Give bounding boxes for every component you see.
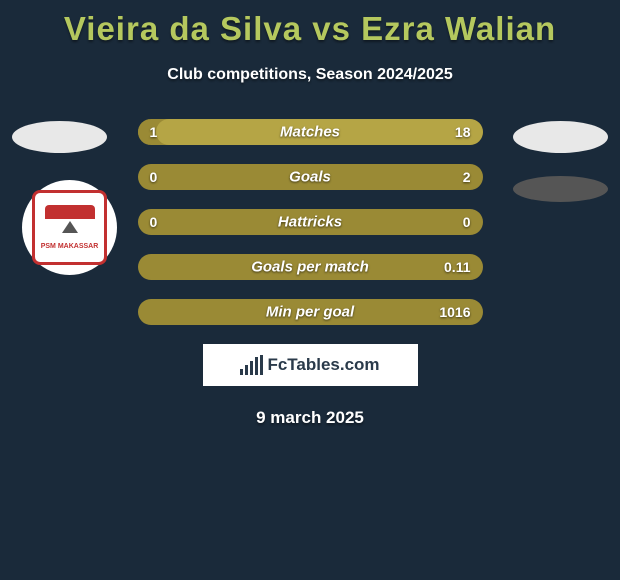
stat-row: 1 18 Matches xyxy=(0,119,620,145)
stat-label: Matches xyxy=(280,124,340,141)
stat-row: 1016 Min per goal xyxy=(0,299,620,325)
stat-label: Goals xyxy=(289,169,331,186)
stat-value-right: 1016 xyxy=(439,304,470,320)
stat-label: Goals per match xyxy=(251,259,369,276)
stat-row: 0.11 Goals per match xyxy=(0,254,620,280)
stat-row: 0 2 Goals xyxy=(0,164,620,190)
stat-value-right: 2 xyxy=(463,169,471,185)
stat-value-right: 18 xyxy=(455,124,471,140)
stat-bar: 1 18 Matches xyxy=(138,119,483,145)
stat-bar: 1016 Min per goal xyxy=(138,299,483,325)
stat-value-left: 0 xyxy=(150,214,158,230)
stat-value-left: 1 xyxy=(150,124,158,140)
stat-value-right: 0 xyxy=(463,214,471,230)
stat-label: Hattricks xyxy=(278,214,342,231)
stats-container: 1 18 Matches 0 2 Goals 0 0 Hattricks 0.11 Goals pe… xyxy=(0,119,620,325)
logo-bars-icon xyxy=(240,355,263,375)
logo-text: FcTables.com xyxy=(267,355,379,375)
fctables-logo: FcTables.com xyxy=(203,344,418,386)
page-subtitle: Club competitions, Season 2024/2025 xyxy=(0,66,620,84)
page-title: Vieira da Silva vs Ezra Walian xyxy=(0,0,620,48)
stat-bar: 0.11 Goals per match xyxy=(138,254,483,280)
stat-row: 0 0 Hattricks xyxy=(0,209,620,235)
stat-label: Min per goal xyxy=(266,304,354,321)
comparison-date: 9 march 2025 xyxy=(0,408,620,428)
stat-bar: 0 0 Hattricks xyxy=(138,209,483,235)
stat-bar: 0 2 Goals xyxy=(138,164,483,190)
stat-value-right: 0.11 xyxy=(444,259,470,275)
stat-value-left: 0 xyxy=(150,169,158,185)
